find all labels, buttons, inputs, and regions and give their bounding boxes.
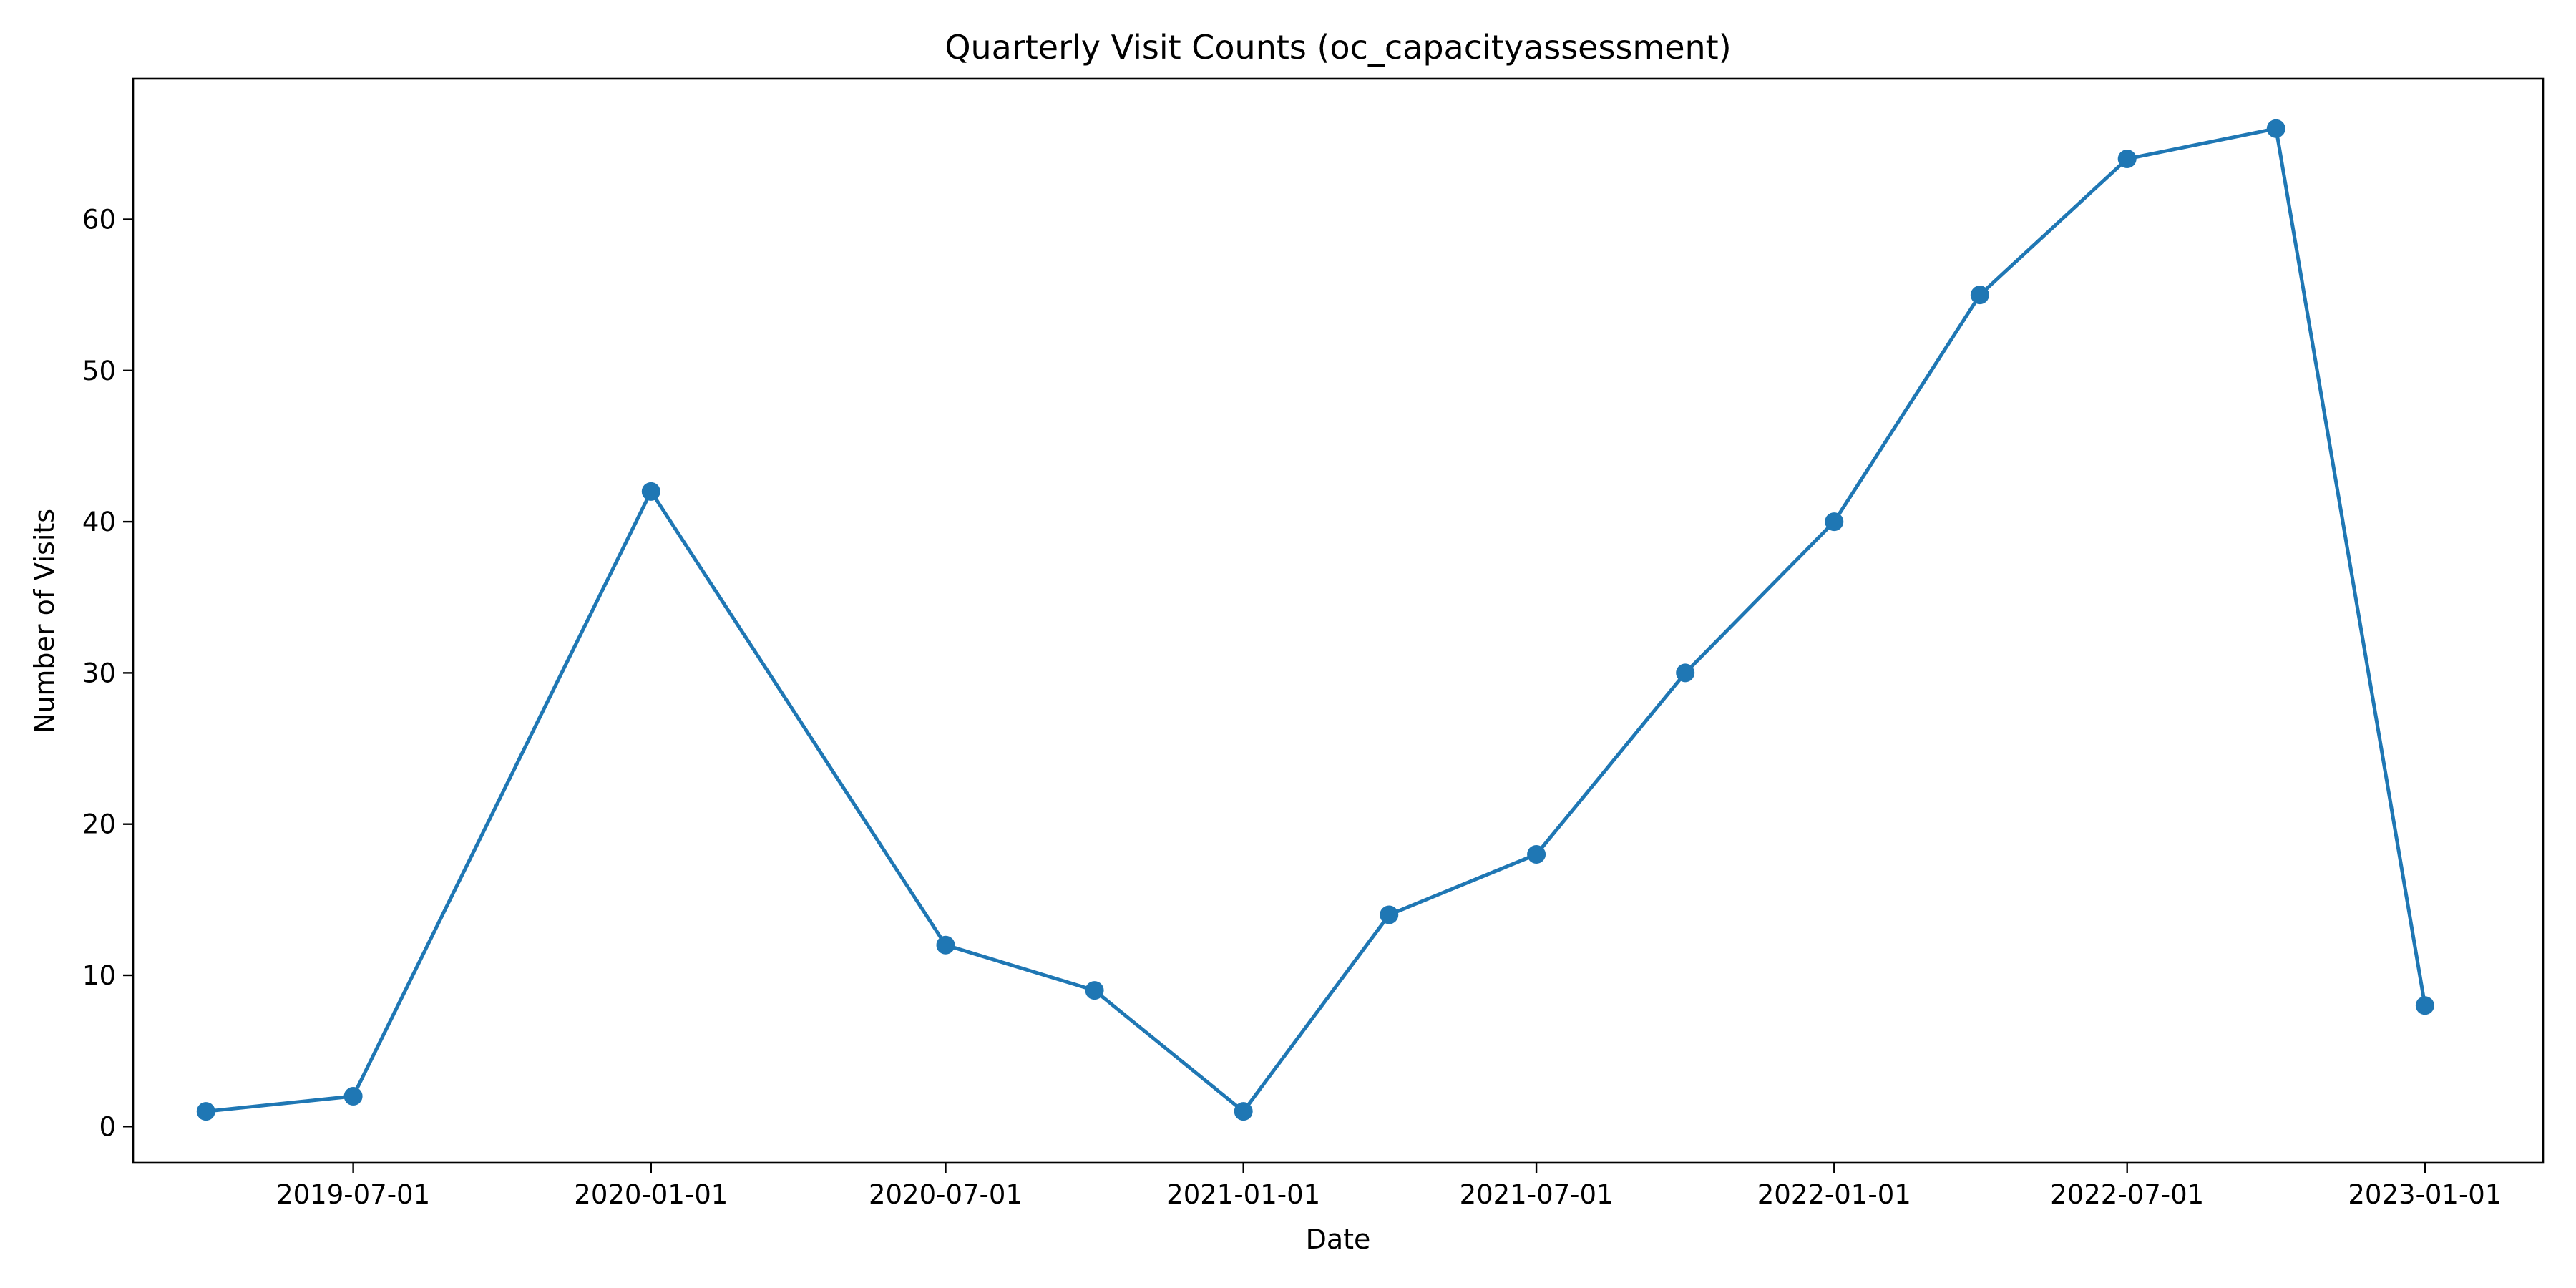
data-point xyxy=(2117,149,2137,168)
data-point xyxy=(343,1087,363,1106)
data-point xyxy=(196,1102,215,1121)
x-tick-label: 2021-01-01 xyxy=(1166,1179,1320,1210)
plot-frame xyxy=(132,77,2545,1164)
y-tick-label: 40 xyxy=(82,507,116,537)
data-point xyxy=(1380,905,1399,924)
y-tick-label: 20 xyxy=(82,809,116,840)
y-tick-label: 10 xyxy=(82,960,116,991)
y-axis-label: Number of Visits xyxy=(29,509,60,733)
data-point xyxy=(1527,844,1546,864)
x-tick-label: 2023-01-01 xyxy=(2348,1179,2502,1210)
data-point xyxy=(1234,1102,1253,1121)
y-tick-label: 30 xyxy=(82,658,116,688)
y-tick-label: 0 xyxy=(99,1111,116,1142)
series-line xyxy=(205,127,2427,1113)
x-tick-label: 2022-07-01 xyxy=(2050,1179,2204,1210)
data-point xyxy=(1825,512,1844,532)
x-axis-label: Date xyxy=(1306,1224,1371,1255)
x-tick-label: 2019-07-01 xyxy=(276,1179,430,1210)
x-tick-label: 2022-01-01 xyxy=(1757,1179,1911,1210)
x-tick-label: 2020-01-01 xyxy=(574,1179,728,1210)
x-tick-label: 2020-07-01 xyxy=(869,1179,1023,1210)
plot-area: 0 10 20 30 40 50 60 2019-07-01 2020-01-01 2020-07… xyxy=(82,77,2545,1210)
data-point xyxy=(2266,119,2285,138)
y-tick-label: 50 xyxy=(82,356,116,386)
data-point xyxy=(2415,996,2434,1015)
data-point xyxy=(1676,663,1695,683)
data-point xyxy=(641,482,660,501)
chart-title: Quarterly Visit Counts (oc_capacityasses… xyxy=(945,28,1731,67)
data-point xyxy=(1970,286,1989,305)
y-tick-label: 60 xyxy=(82,205,116,235)
data-point xyxy=(1085,981,1104,1000)
data-point xyxy=(936,935,955,955)
x-tick-label: 2021-07-01 xyxy=(1460,1179,1614,1210)
